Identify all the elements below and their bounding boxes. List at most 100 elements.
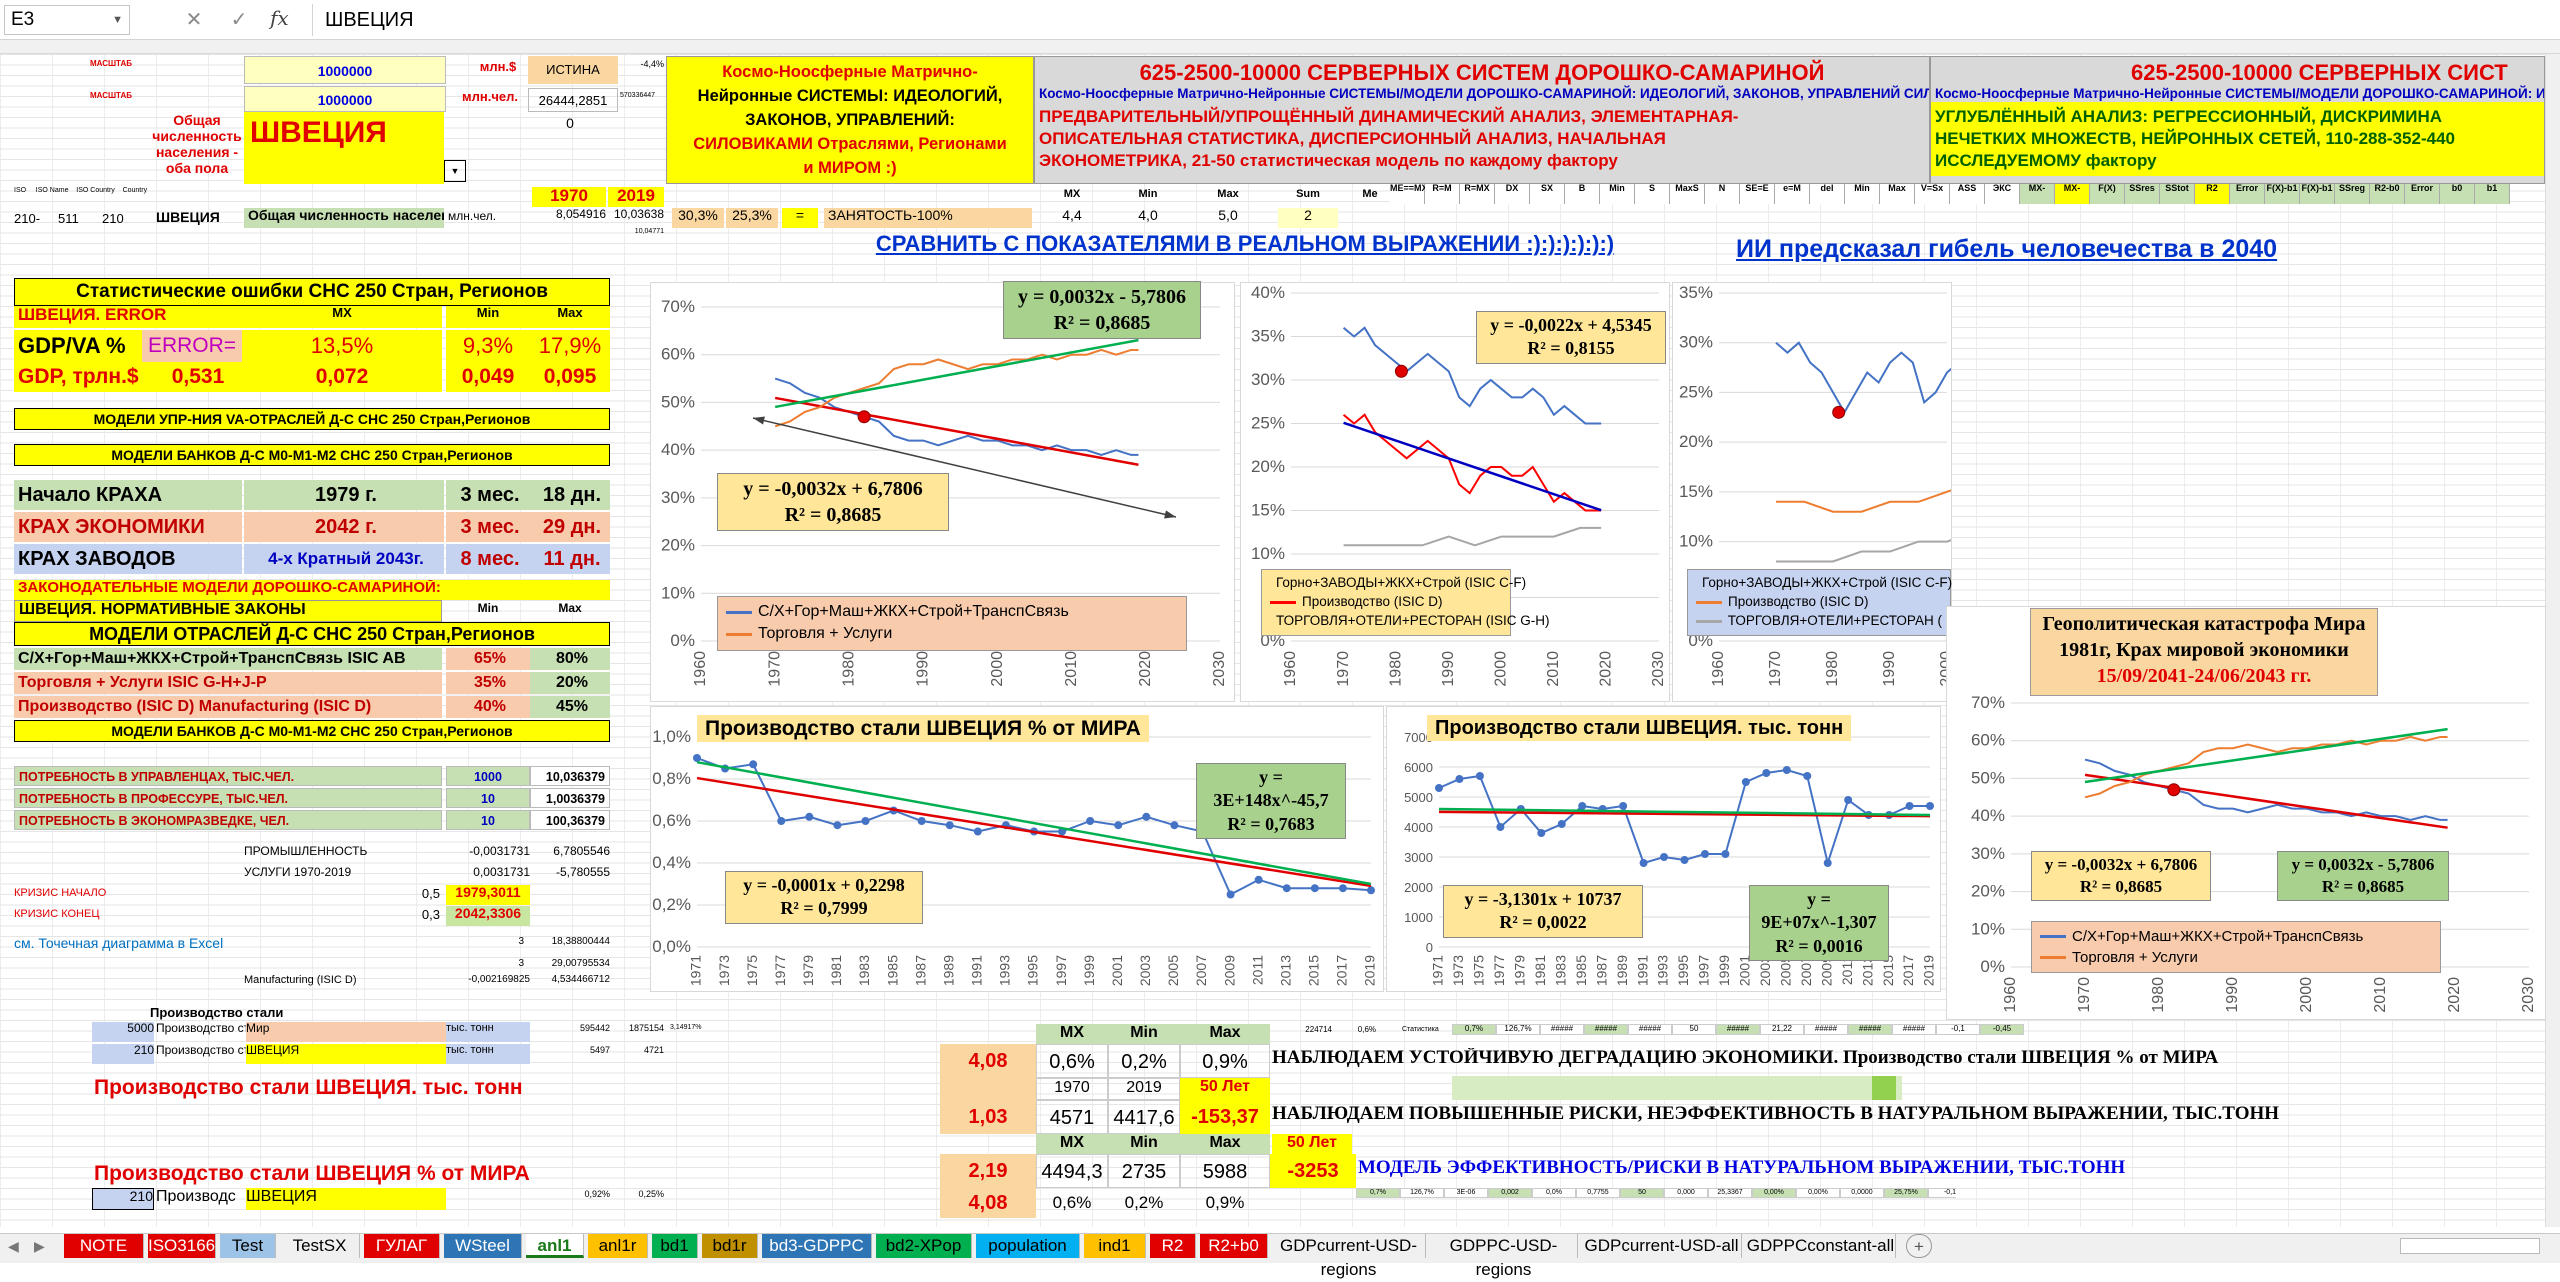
otr-min-2[interactable]: 40% bbox=[446, 696, 530, 718]
mini1-12[interactable]: -0,45 bbox=[1980, 1024, 2024, 1035]
bt-r3-d[interactable]: -3253 bbox=[1270, 1154, 1356, 1188]
gdp-value[interactable]: 0,531 bbox=[154, 362, 242, 392]
tab-population[interactable]: population bbox=[976, 1234, 1080, 1258]
c4-point[interactable] bbox=[1254, 875, 1263, 884]
scale-value-1[interactable]: 1000000 bbox=[244, 56, 446, 84]
mini2-10[interactable]: 0,00% bbox=[1796, 1188, 1840, 1198]
mini1-9[interactable]: ##### bbox=[1848, 1024, 1892, 1035]
gdpva-label[interactable]: GDP/VA % bbox=[14, 330, 142, 362]
c5-point[interactable] bbox=[1435, 784, 1443, 792]
c5-point[interactable] bbox=[1639, 859, 1648, 867]
tab-bd1r[interactable]: bd1r bbox=[702, 1234, 758, 1258]
need-label-2[interactable]: ПОТРЕБНОСТЬ В ЭКОНОМРАЗВЕДКЕ, ЧЕЛ. bbox=[14, 810, 442, 830]
mini2-6[interactable]: 50 bbox=[1620, 1188, 1664, 1198]
c4-point[interactable] bbox=[1310, 884, 1319, 893]
stat-col-8[interactable]: MaxS bbox=[1670, 184, 1705, 204]
stat-mx[interactable]: 4,4 bbox=[1062, 208, 1082, 223]
stat-max[interactable]: 5,0 bbox=[1218, 208, 1238, 223]
c4-point[interactable] bbox=[693, 754, 701, 762]
steel-r3-country[interactable]: ШВЕЦИЯ bbox=[246, 1188, 446, 1210]
row-indicator[interactable]: Общая численность населения bbox=[244, 208, 444, 228]
c5-point[interactable] bbox=[1782, 766, 1791, 774]
bt-year-1970[interactable]: 1970 bbox=[1036, 1078, 1108, 1100]
tab-GDPcurrent-USD-all[interactable]: GDPcurrent-USD-all bbox=[1582, 1234, 1742, 1258]
row-unit[interactable]: млн.чел. bbox=[448, 210, 497, 223]
stat-col-29[interactable]: Error bbox=[2405, 184, 2440, 204]
c2-series-0[interactable] bbox=[1342, 326, 1602, 425]
c3-series-1[interactable] bbox=[1776, 452, 1951, 513]
steel-r2-country[interactable]: ШВЕЦИЯ bbox=[246, 1044, 446, 1064]
error-country[interactable]: ШВЕЦИЯ. ERROR bbox=[14, 306, 242, 328]
bt-r2-c[interactable]: -153,37 bbox=[1180, 1100, 1270, 1134]
c6-crisis-marker[interactable] bbox=[2167, 783, 2181, 797]
error-title[interactable]: Статистические ошибки СНС 250 Стран, Рег… bbox=[14, 278, 610, 306]
chevron-right-icon[interactable]: ▶ bbox=[34, 1238, 45, 1254]
stat-col-11[interactable]: e=M bbox=[1775, 184, 1810, 204]
c4-trend-eq-1[interactable]: y = -0,0001x + 0,2298 R² = 0,7999 bbox=[725, 871, 923, 924]
mini1-7[interactable]: 21,22 bbox=[1760, 1024, 1804, 1035]
stat-col-22[interactable]: SStot bbox=[2160, 184, 2195, 204]
stat-col-25[interactable]: F(X)-b1 bbox=[2265, 184, 2300, 204]
cosmos-box[interactable]: Космо-Ноосферные Матрично- Нейронные СИС… bbox=[666, 56, 1034, 184]
mini1-11[interactable]: -0,1 bbox=[1936, 1024, 1980, 1035]
c4-point[interactable] bbox=[1170, 821, 1179, 830]
model-bank[interactable]: МОДЕЛИ БАНКОВ Д-С М0-М1-М2 СНС 250 Стран… bbox=[14, 444, 610, 466]
employment-cell[interactable]: ЗАНЯТОСТЬ-100% bbox=[824, 208, 1032, 228]
model-otr[interactable]: МОДЕЛИ ОТРАСЛЕЙ Д-С СНС 250 Стран,Регион… bbox=[14, 622, 610, 646]
steel-r3-v2[interactable]: 0,25% bbox=[638, 1190, 664, 1199]
need-w-2[interactable]: 100,36379 bbox=[530, 810, 610, 830]
steel-r2-unit[interactable]: тыс. тонн bbox=[446, 1044, 530, 1064]
bt-r3-max[interactable]: 5988 bbox=[1180, 1154, 1270, 1188]
tab-GDPPCconstant-all[interactable]: GDPPCconstant-all bbox=[1746, 1234, 1896, 1258]
otr-min-1[interactable]: 35% bbox=[446, 672, 530, 694]
c4-point[interactable] bbox=[1282, 884, 1291, 893]
c2-trend-eq-0[interactable]: y = -0,0022x + 4,5345 R² = 0,8155 bbox=[1476, 311, 1666, 364]
c5-point[interactable] bbox=[1844, 796, 1853, 804]
c5-point[interactable] bbox=[1680, 856, 1689, 864]
stat-col-7[interactable]: S bbox=[1635, 184, 1670, 204]
c3-legend[interactable]: Горно+ЗАВОДЫ+ЖКХ+Строй (ISIC C-F) Произво… bbox=[1687, 569, 1952, 636]
steel-r1-unit[interactable]: тыс. тонн bbox=[446, 1022, 530, 1042]
usl-b[interactable]: -5,780555 bbox=[555, 866, 610, 879]
bt-r1b-k[interactable] bbox=[940, 1078, 1036, 1100]
model-bank-2[interactable]: МОДЕЛИ БАНКОВ Д-С М0-М1-М2 СНС 250 Стран… bbox=[14, 720, 610, 742]
mini2-0[interactable]: 0,7% bbox=[1356, 1188, 1400, 1198]
stat-col-2[interactable]: R=MX bbox=[1460, 184, 1495, 204]
gdpva-mx[interactable]: 13,5% bbox=[242, 330, 442, 362]
bt-50-years[interactable]: 50 Лет bbox=[1180, 1078, 1270, 1100]
c3-series-2[interactable] bbox=[1776, 512, 1951, 563]
need-w-1[interactable]: 1,0036379 bbox=[530, 788, 610, 808]
bt-r3-min[interactable]: 2735 bbox=[1108, 1154, 1180, 1188]
row-value-2019[interactable]: 10,03638 bbox=[613, 208, 664, 221]
mini1-1[interactable]: 126,7% bbox=[1496, 1024, 1540, 1035]
pct-30[interactable]: 30,3% bbox=[672, 208, 724, 228]
c1-trend-eq-0[interactable]: y = 0,0032x - 5,7806 R² = 0,8685 bbox=[1003, 281, 1201, 339]
stat-col-10[interactable]: SE=E bbox=[1740, 184, 1775, 204]
c4-title[interactable]: Производство стали ШВЕЦИЯ % от МИРА bbox=[697, 715, 1149, 743]
c5-point[interactable] bbox=[1762, 769, 1771, 777]
stat-col-16[interactable]: ASS bbox=[1950, 184, 1985, 204]
usl-a[interactable]: 0,0031731 bbox=[473, 866, 530, 879]
crash-label-1[interactable]: КРАХ ЭКОНОМИКИ bbox=[14, 512, 242, 542]
crisis-start-v[interactable]: 0,5 bbox=[421, 887, 440, 901]
tab-ind1[interactable]: ind1 bbox=[1084, 1234, 1146, 1258]
bt-r1-max[interactable]: 0,9% bbox=[1180, 1044, 1270, 1078]
c4-point[interactable] bbox=[973, 827, 982, 836]
stat-col-1[interactable]: R=M bbox=[1425, 184, 1460, 204]
bt-r1-text[interactable]: НАБЛЮДАЕМ УСТОЙЧИВУЮ ДЕГРАДАЦИЮ ЭКОНОМИК… bbox=[1272, 1048, 2219, 1068]
c1-series-1[interactable] bbox=[774, 348, 1139, 428]
crash-mes-2[interactable]: 8 мес. bbox=[446, 544, 530, 574]
otr-min-0[interactable]: 65% bbox=[446, 648, 530, 670]
bt-r1-mx[interactable]: 0,6% bbox=[1036, 1044, 1108, 1078]
stat-col-28[interactable]: R2-b0 bbox=[2370, 184, 2405, 204]
c5-point[interactable] bbox=[1803, 772, 1812, 780]
stat-col-27[interactable]: SSreg bbox=[2335, 184, 2370, 204]
c5-point[interactable] bbox=[1700, 850, 1709, 858]
c6-trend-eq-1[interactable]: y = 0,0032x - 5,7806 R² = 0,8685 bbox=[2277, 851, 2449, 902]
prom-a[interactable]: -0,0031731 bbox=[469, 845, 530, 858]
c5-point[interactable] bbox=[1823, 859, 1832, 867]
row-id-3[interactable]: 210 bbox=[102, 212, 124, 226]
tab-ISO3166[interactable]: ISO3166 bbox=[148, 1234, 216, 1258]
crash-year-2[interactable]: 4-х Кратный 2043г. bbox=[244, 544, 444, 574]
tab-GDPcurrent-USD-regions[interactable]: GDPcurrent-USD-regions bbox=[1272, 1234, 1426, 1279]
